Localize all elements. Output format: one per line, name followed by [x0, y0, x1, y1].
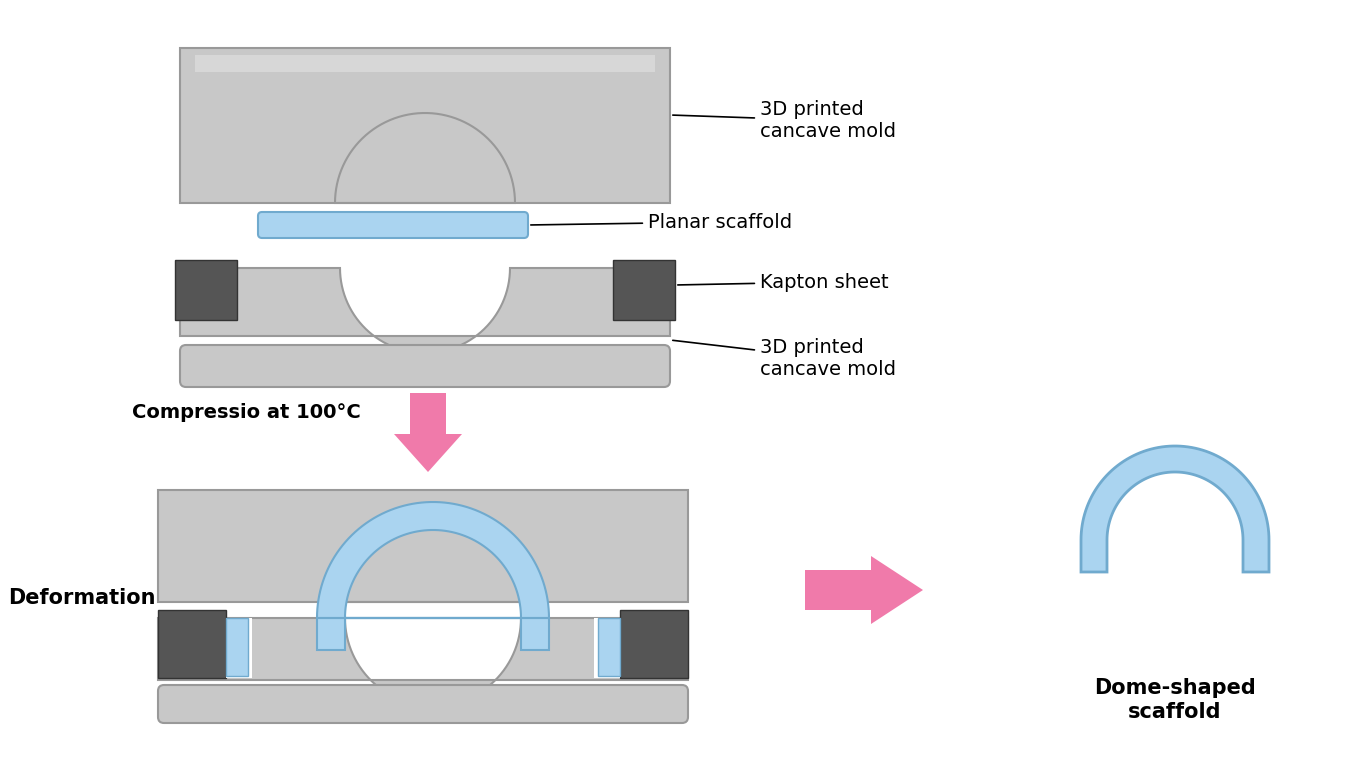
FancyBboxPatch shape [158, 685, 688, 723]
Polygon shape [180, 268, 669, 353]
Bar [225, 618, 251, 678]
Text: Compressio at 100°C: Compressio at 100°C [133, 402, 361, 421]
Polygon shape [158, 618, 688, 706]
Polygon shape [158, 490, 688, 602]
Polygon shape [1081, 446, 1269, 572]
Text: 3D printed
cancave mold: 3D printed cancave mold [673, 100, 896, 141]
Text: Dome-shaped
scaffold: Dome-shaped scaffold [1094, 679, 1255, 722]
FancyBboxPatch shape [258, 212, 529, 238]
Bar [225, 618, 249, 676]
Bar [175, 260, 236, 320]
Text: 3D printed
cancave mold: 3D printed cancave mold [673, 338, 896, 379]
FancyBboxPatch shape [180, 345, 669, 387]
Text: Deformation: Deformation [8, 588, 156, 608]
Bar [613, 260, 675, 320]
Polygon shape [805, 556, 923, 624]
Bar [594, 618, 620, 678]
Bar [158, 610, 225, 678]
Polygon shape [393, 393, 462, 472]
Bar [598, 618, 620, 676]
Polygon shape [195, 55, 656, 72]
Text: Planar scaffold: Planar scaffold [531, 213, 792, 231]
Polygon shape [180, 48, 669, 203]
Text: Kapton sheet: Kapton sheet [678, 272, 889, 291]
Bar [620, 610, 688, 678]
Polygon shape [317, 502, 549, 650]
